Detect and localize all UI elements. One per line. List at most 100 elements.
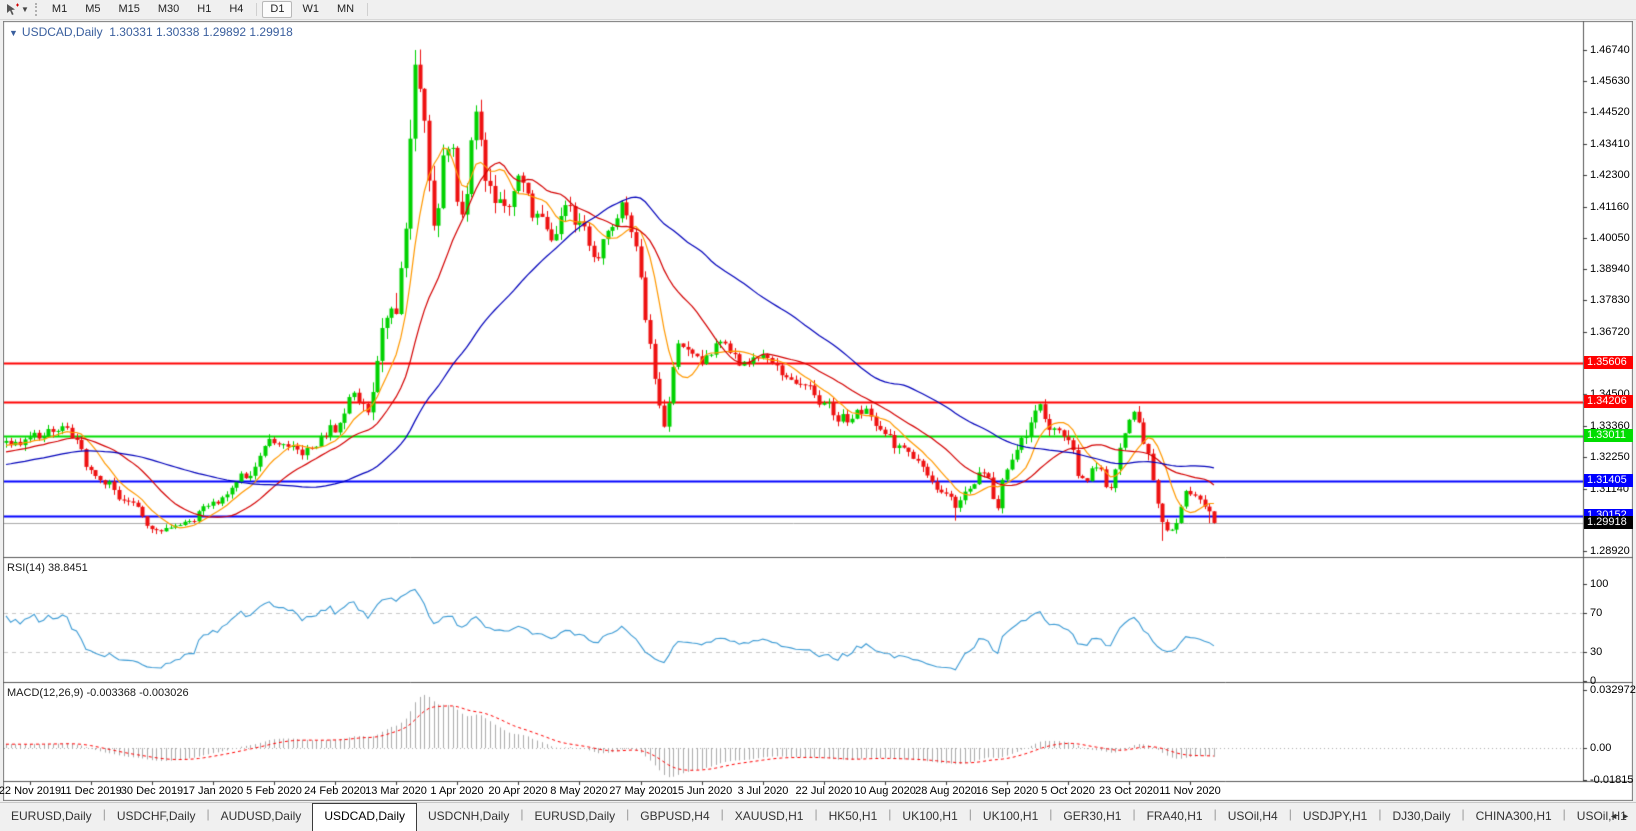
symbol-tab-GBPUSD-H4[interactable]: GBPUSD,H4 [640, 809, 710, 823]
level-price-label: 1.35606 [1584, 356, 1633, 369]
chart-title-ohlc: 1.30331 1.30338 1.29892 1.29918 [109, 25, 293, 39]
symbol-tab-USOil-H4[interactable]: USOil,H4 [1227, 809, 1278, 823]
tab-separator: | [720, 807, 724, 821]
level-price-label: 1.31405 [1584, 474, 1633, 487]
date-axis-label: 8 May 2020 [550, 785, 608, 797]
tab-separator: | [1049, 807, 1053, 821]
toolbar-separator [367, 3, 369, 16]
price-axis-tick: 1.38940 [1590, 263, 1630, 275]
symbol-tab-XAUUSD-H1[interactable]: XAUUSD,H1 [734, 809, 804, 823]
chart-cursor-icon[interactable] [4, 3, 20, 17]
macd-indicator-label: MACD(12,26,9) -0.003368 -0.003026 [7, 687, 189, 699]
macd-axis-tick: 0.032972 [1590, 684, 1636, 696]
price-axis-tick: 1.37830 [1590, 294, 1630, 306]
tab-separator: | [968, 807, 972, 821]
timeframe-button-M1[interactable]: M1 [51, 3, 68, 15]
macd-values: -0.003368 -0.003026 [86, 687, 189, 699]
toolbar-grip [34, 3, 37, 16]
date-axis-label: 22 Jul 2020 [795, 785, 853, 797]
symbol-tab-USDJPY-H1[interactable]: USDJPY,H1 [1302, 809, 1368, 823]
date-axis-label: 23 Oct 2020 [1099, 785, 1159, 797]
tab-separator: | [888, 807, 892, 821]
tab-scroll-arrows[interactable]: ◄► [1609, 811, 1633, 821]
timeframe-button-M30[interactable]: M30 [157, 3, 180, 15]
price-axis-tick: 1.28920 [1590, 545, 1630, 557]
date-axis-label: 28 Aug 2020 [915, 785, 977, 797]
tab-scroll-right-icon[interactable]: ► [1621, 811, 1633, 821]
date-axis-label: 1 Apr 2020 [430, 785, 484, 797]
symbol-tab-UK100-H1[interactable]: UK100,H1 [902, 809, 958, 823]
symbol-tab-USDCHF-Daily[interactable]: USDCHF,Daily [116, 809, 196, 823]
tab-separator: | [1378, 807, 1382, 821]
tab-separator: | [1213, 807, 1217, 821]
timeframe-button-M15[interactable]: M15 [118, 3, 140, 15]
tab-separator: | [814, 807, 818, 821]
date-axis-label: 11 Nov 2020 [1159, 785, 1221, 797]
current-price-label: 1.29918 [1584, 516, 1633, 529]
tab-separator: | [1288, 807, 1292, 821]
date-axis-label: 13 Mar 2020 [365, 785, 427, 797]
chart-title-symbol: USDCAD,Daily [21, 25, 103, 39]
tab-separator: | [520, 807, 524, 821]
timeframe-button-H1[interactable]: H1 [197, 3, 212, 15]
timeframe-button-D1[interactable]: D1 [262, 1, 293, 18]
date-axis-label: 15 Jun 2020 [671, 785, 733, 797]
price-axis-tick: 1.32250 [1590, 451, 1630, 463]
price-axis-tick: 1.44520 [1590, 106, 1630, 118]
price-axis-tick: 1.40050 [1590, 232, 1630, 244]
symbol-tab-HK50-H1[interactable]: HK50,H1 [828, 809, 878, 823]
price-axis-tick: 1.43410 [1590, 138, 1630, 150]
date-axis-label: 11 Dec 2019 [60, 785, 122, 797]
date-axis-label: 10 Aug 2020 [854, 785, 916, 797]
timeframe-button-M5[interactable]: M5 [85, 3, 101, 15]
symbol-tab-USDCAD-Daily[interactable]: USDCAD,Daily [312, 803, 417, 831]
rsi-indicator-label: RSI(14) 38.8451 [7, 562, 88, 574]
collapse-triangle-icon[interactable]: ▼ [9, 28, 18, 38]
level-price-label: 1.33011 [1584, 429, 1633, 442]
symbol-tab-FRA40-H1[interactable]: FRA40,H1 [1146, 809, 1203, 823]
tab-scroll-left-icon[interactable]: ◄ [1609, 811, 1622, 821]
date-axis-label: 27 May 2020 [609, 785, 673, 797]
date-axis-label: 16 Sep 2020 [975, 785, 1039, 797]
symbol-tab-AUDUSD-Daily[interactable]: AUDUSD,Daily [220, 809, 302, 823]
rsi-axis-tick: 70 [1590, 607, 1603, 619]
tab-separator: | [1461, 807, 1465, 821]
price-axis-tick: 1.42300 [1590, 169, 1630, 181]
timeframe-button-MN[interactable]: MN [336, 3, 355, 15]
rsi-value: 38.8451 [47, 562, 88, 574]
rsi-axis-tick: 0 [1590, 675, 1597, 687]
price-axis-tick: 1.46740 [1590, 44, 1630, 56]
symbol-tab-DJ30-Daily[interactable]: DJ30,Daily [1392, 809, 1451, 823]
macd-axis-tick: -0.01815 [1590, 774, 1634, 786]
symbol-tab-CHINA300-H1[interactable]: CHINA300,H1 [1475, 809, 1552, 823]
date-axis-label: 24 Feb 2020 [304, 785, 366, 797]
timeframe-button-H4[interactable]: H4 [229, 3, 244, 15]
symbol-tab-USOil-H1[interactable]: USOil,H1 [1576, 809, 1627, 823]
date-axis-label: 5 Feb 2020 [246, 785, 302, 797]
price-axis-tick: 1.36720 [1590, 326, 1630, 338]
symbol-tab-bar: EURUSD,Daily | USDCHF,Daily | AUDUSD,Daily US… [0, 802, 1636, 831]
chevron-down-icon[interactable]: ▼ [21, 5, 29, 14]
level-price-label: 1.34206 [1584, 395, 1633, 408]
macd-axis-tick: 0.00 [1590, 742, 1612, 754]
price-axis-tick: 1.41160 [1590, 201, 1629, 213]
tab-separator: | [626, 807, 630, 821]
tab-separator: | [206, 807, 210, 821]
symbol-tab-EURUSD-Daily[interactable]: EURUSD,Daily [11, 809, 92, 823]
price-axis-tick: 1.45630 [1590, 75, 1630, 87]
date-axis-label: 17 Jan 2020 [182, 785, 244, 797]
date-axis-label: 30 Dec 2019 [120, 785, 184, 797]
symbol-tab-GER30-H1[interactable]: GER30,H1 [1063, 809, 1122, 823]
tab-separator: | [102, 807, 106, 821]
symbol-tab-USDCNH-Daily[interactable]: USDCNH,Daily [428, 809, 510, 823]
timeframe-button-W1[interactable]: W1 [302, 3, 319, 15]
symbol-tab-EURUSD-Daily[interactable]: EURUSD,Daily [534, 809, 616, 823]
symbol-tab-UK100-H1[interactable]: UK100,H1 [982, 809, 1039, 823]
tab-separator: | [1132, 807, 1136, 821]
rsi-axis-tick: 30 [1590, 646, 1603, 658]
tab-separator: | [1562, 807, 1566, 821]
chart-title[interactable]: ▼ USDCAD,Daily 1.30331 1.30338 1.29892 1.… [9, 25, 293, 39]
chart-canvas[interactable] [3, 21, 1633, 801]
top-toolbar: ▼ M1 M5 M15 M30 H1 H4 D1 W1 MN [0, 0, 1636, 20]
rsi-axis-tick: 100 [1590, 578, 1609, 590]
